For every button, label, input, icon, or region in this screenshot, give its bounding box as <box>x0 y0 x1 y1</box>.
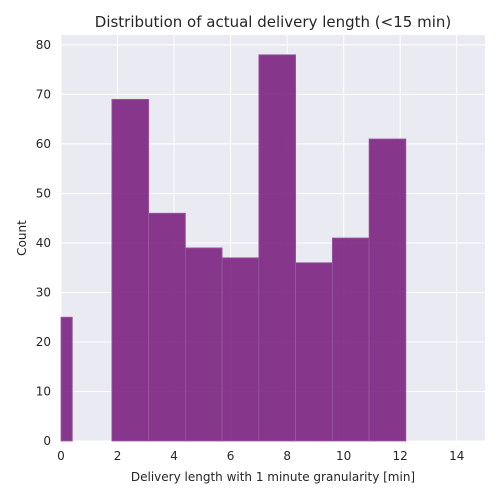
x-tick-label: 4 <box>170 449 178 463</box>
x-tick-label: 10 <box>336 449 351 463</box>
histogram-bar <box>111 98 150 442</box>
histogram-bar <box>258 54 297 442</box>
histogram-bar <box>295 262 333 442</box>
histogram-bar <box>148 212 186 442</box>
y-tick-label: 40 <box>36 236 51 250</box>
histogram-bar <box>60 316 73 442</box>
x-tick-label: 12 <box>393 449 408 463</box>
y-tick-label: 0 <box>43 434 51 448</box>
y-tick-label: 60 <box>36 137 51 151</box>
x-tick-label: 6 <box>227 449 235 463</box>
bars <box>60 54 407 442</box>
x-axis-label: Delivery length with 1 minute granularit… <box>131 470 415 484</box>
y-tick-label: 50 <box>36 186 51 200</box>
y-tick-label: 20 <box>36 335 51 349</box>
y-tick-label: 80 <box>36 38 51 52</box>
histogram-bar <box>368 138 407 442</box>
x-tick-label: 0 <box>57 449 65 463</box>
y-axis-label: Count <box>15 220 29 256</box>
histogram-bar <box>331 237 370 442</box>
chart-title: Distribution of actual delivery length (… <box>95 13 451 31</box>
y-tick-label: 10 <box>36 384 51 398</box>
y-tick-label: 30 <box>36 285 51 299</box>
histogram-bar <box>184 247 223 442</box>
y-axis-ticks: 0 10 20 30 40 50 60 70 80 <box>36 38 51 448</box>
x-tick-label: 14 <box>449 449 464 463</box>
x-axis-ticks: 0 2 4 6 8 10 12 14 <box>57 449 464 463</box>
y-tick-label: 70 <box>36 87 51 101</box>
x-tick-label: 2 <box>114 449 122 463</box>
histogram-bar <box>221 257 260 442</box>
x-tick-label: 8 <box>283 449 291 463</box>
